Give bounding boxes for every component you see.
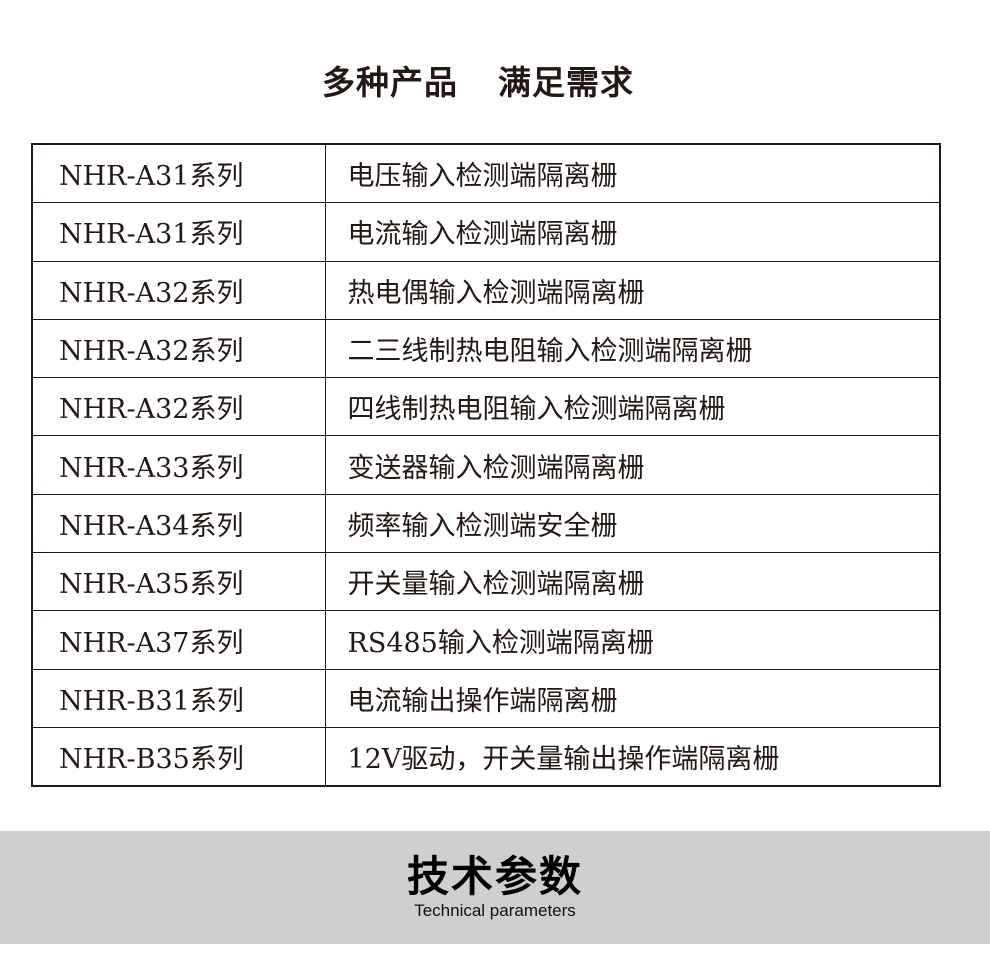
- series-cell: NHR-A33系列: [31, 435, 326, 495]
- table-row: NHR-A32系列 四线制热电阻输入检测端隔离栅: [31, 377, 941, 437]
- table-row: NHR-A32系列 二三线制热电阻输入检测端隔离栅: [31, 318, 941, 379]
- section-title: 技术参数: [406, 852, 583, 901]
- table-row: NHR-A32系列 热电偶输入检测端隔离栅: [31, 260, 941, 320]
- description-cell: 开关量输入检测端隔离栅: [324, 552, 941, 612]
- description-cell: 热电偶输入检测端隔离栅: [324, 260, 941, 320]
- series-cell: NHR-A34系列: [31, 493, 326, 554]
- description-cell: 电流输入检测端隔离栅: [324, 202, 941, 262]
- table-row: NHR-B31系列 电流输出操作端隔离栅: [31, 668, 941, 728]
- table-row: NHR-A35系列 开关量输入检测端隔离栅: [31, 552, 941, 612]
- series-cell: NHR-A32系列: [31, 377, 326, 437]
- description-cell: 电流输出操作端隔离栅: [324, 668, 941, 728]
- series-cell: NHR-A32系列: [31, 260, 326, 320]
- table-row: NHR-A37系列 RS485输入检测端隔离栅: [31, 610, 941, 670]
- description-cell: 电压输入检测端隔离栅: [324, 143, 941, 204]
- description-cell: 12V驱动，开关量输出操作端隔离栅: [324, 726, 941, 787]
- section-subtitle: Technical parameters: [414, 901, 576, 920]
- description-cell: RS485输入检测端隔离栅: [324, 610, 941, 670]
- section-header-banner: 技术参数 Technical parameters: [0, 831, 990, 944]
- product-table: NHR-A31系列 电压输入检测端隔离栅 NHR-A31系列 电流输入检测端隔离栅 NH…: [31, 143, 941, 788]
- series-cell: NHR-B35系列: [31, 726, 326, 787]
- title-part-1: 多种产品: [322, 63, 458, 102]
- description-cell: 频率输入检测端安全栅: [324, 493, 941, 554]
- series-cell: NHR-A32系列: [31, 318, 326, 379]
- series-cell: NHR-A35系列: [31, 552, 326, 612]
- table-row: NHR-A31系列 电流输入检测端隔离栅: [31, 202, 941, 262]
- table-row: NHR-A34系列 频率输入检测端安全栅: [31, 493, 941, 554]
- table-row: NHR-A33系列 变送器输入检测端隔离栅: [31, 435, 941, 495]
- title-part-2: 满足需求: [498, 63, 634, 102]
- series-cell: NHR-A37系列: [31, 610, 326, 670]
- description-cell: 四线制热电阻输入检测端隔离栅: [324, 377, 941, 437]
- series-cell: NHR-B31系列: [31, 668, 326, 728]
- table-row: NHR-A31系列 电压输入检测端隔离栅: [31, 143, 941, 204]
- series-cell: NHR-A31系列: [31, 143, 326, 204]
- description-cell: 变送器输入检测端隔离栅: [324, 435, 941, 495]
- description-cell: 二三线制热电阻输入检测端隔离栅: [324, 318, 941, 379]
- table-row: NHR-B35系列 12V驱动，开关量输出操作端隔离栅: [31, 726, 941, 787]
- series-cell: NHR-A31系列: [31, 202, 326, 262]
- page-title: 多种产品 满足需求: [0, 56, 956, 104]
